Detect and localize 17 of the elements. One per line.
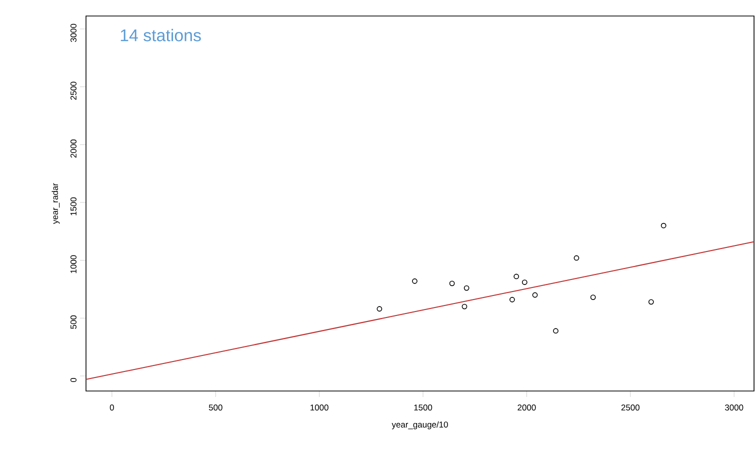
y-tick-label: 2000 <box>70 140 76 158</box>
y-axis-title: year_radar <box>52 183 60 224</box>
y-tick-label: 1500 <box>70 197 76 216</box>
x-tick-label: 0 <box>110 404 114 411</box>
x-tick-label: 500 <box>208 404 222 411</box>
y-tick-label: 1000 <box>70 255 76 274</box>
x-tick-label: 3000 <box>725 404 744 411</box>
x-tick-label: 2000 <box>518 404 536 411</box>
x-axis-title: year_gauge/10 <box>392 421 448 430</box>
x-tick-label: 1000 <box>310 404 328 411</box>
y-tick-label: 500 <box>70 315 76 329</box>
y-tick-label: 2500 <box>70 82 76 100</box>
y-tick-label: 3000 <box>70 24 76 42</box>
annotation: 14 stations <box>120 28 201 42</box>
x-tick-label: 2500 <box>621 404 640 411</box>
x-tick-label: 1500 <box>414 404 432 411</box>
y-tick-label: 0 <box>70 378 76 382</box>
